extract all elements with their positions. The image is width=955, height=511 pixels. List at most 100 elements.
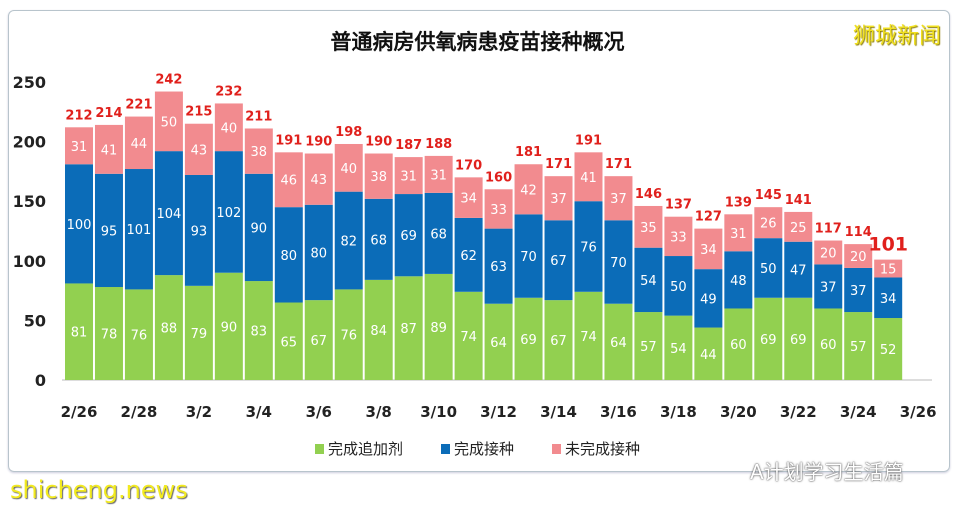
bar-segment: [484, 189, 513, 229]
bar-segment: [724, 308, 753, 380]
data-label: 34: [460, 192, 477, 207]
bar-segment: [364, 153, 393, 199]
data-label: 76: [580, 240, 597, 255]
bar-segment: [484, 303, 513, 380]
data-label: 47: [790, 264, 807, 279]
bar-segment: [664, 256, 693, 316]
bar-segment: [664, 315, 693, 380]
bar-segment: [154, 275, 183, 380]
bar-segment: [94, 124, 123, 174]
bar-segment: [544, 176, 573, 221]
data-label: 69: [790, 333, 807, 348]
total-label: 127: [695, 210, 722, 225]
bar-segment: [244, 128, 273, 174]
legend-label: 完成追加剂: [327, 440, 403, 458]
total-label: 141: [785, 193, 812, 208]
bar-segment: [844, 312, 873, 380]
data-label: 69: [520, 333, 537, 348]
data-label: 37: [850, 284, 867, 299]
data-label: 80: [310, 246, 327, 261]
data-label: 52: [880, 343, 897, 358]
data-label: 33: [670, 230, 687, 245]
bar-segment: [65, 283, 93, 380]
data-label: 74: [460, 330, 477, 345]
total-label: 139: [725, 195, 752, 210]
bar-segment: [364, 198, 393, 280]
bar-segment: [364, 279, 393, 380]
data-label: 70: [520, 250, 537, 265]
x-tick-label: 3/12: [480, 403, 517, 421]
y-tick-label: 50: [24, 311, 46, 330]
data-label: 37: [550, 192, 567, 207]
data-label: 69: [400, 229, 417, 244]
bar-segment: [154, 151, 183, 276]
total-label: 211: [245, 109, 272, 124]
legend-item-booster: 完成追加剂: [314, 438, 403, 459]
total-label: 215: [185, 105, 212, 120]
data-label: 87: [400, 322, 417, 337]
bar-segment: [844, 267, 873, 313]
data-label: 100: [67, 218, 92, 233]
data-label: 63: [490, 260, 507, 275]
data-label: 31: [71, 140, 88, 155]
total-label: 212: [65, 108, 92, 123]
y-tick-label: 100: [13, 252, 46, 271]
total-label: 181: [515, 145, 542, 160]
legend: 完成追加剂 完成接种 未完成接种: [0, 438, 955, 459]
bar-segment: [574, 152, 603, 202]
bar-segment: [544, 220, 573, 301]
bar-segment: [124, 169, 153, 290]
bar-segment: [424, 273, 453, 380]
bar-segment: [514, 164, 543, 215]
wechat-watermark: A计划学习生活篇: [750, 460, 904, 484]
data-label: 70: [610, 256, 627, 271]
bar-segment: [724, 251, 753, 309]
bar-segment: [724, 214, 753, 252]
data-label: 90: [251, 221, 268, 236]
data-label: 20: [850, 250, 867, 265]
chart-frame: [8, 10, 950, 472]
bar-segment: [334, 289, 363, 380]
x-tick-label: 3/8: [366, 403, 392, 421]
data-label: 34: [700, 243, 717, 258]
bar-segment: [514, 214, 543, 298]
bar-segment: [274, 302, 303, 380]
legend-item-completed: 完成接种: [440, 438, 514, 459]
x-tick-label: 2/26: [61, 403, 98, 421]
bar-segment: [394, 194, 423, 277]
data-label: 15: [880, 263, 897, 278]
bar-segment: [304, 204, 333, 301]
data-label: 74: [580, 330, 597, 345]
bar-segment: [244, 281, 273, 380]
data-label: 60: [730, 338, 747, 353]
data-label: 101: [127, 223, 152, 238]
data-label: 83: [251, 325, 268, 340]
x-tick-label: 3/18: [660, 403, 697, 421]
data-label: 67: [550, 254, 567, 269]
bar-segment: [664, 216, 693, 257]
bar-segment: [754, 207, 783, 239]
total-label: 198: [335, 125, 362, 140]
data-label: 60: [820, 338, 837, 353]
data-label: 54: [640, 274, 657, 289]
data-label: 76: [340, 329, 357, 344]
bar-segment: [634, 205, 663, 248]
data-label: 88: [161, 322, 178, 337]
total-label: 188: [425, 137, 452, 152]
data-label: 41: [580, 171, 597, 186]
bar-segment: [214, 103, 243, 152]
total-label: 101: [868, 234, 908, 256]
data-label: 43: [191, 143, 208, 158]
data-label: 25: [790, 221, 807, 236]
data-label: 46: [281, 174, 298, 189]
bar-segment: [274, 152, 303, 208]
data-label: 50: [161, 115, 178, 130]
data-label: 35: [640, 221, 657, 236]
bar-segment: [484, 228, 513, 304]
bar-segment: [124, 289, 153, 380]
legend-swatch: [440, 443, 450, 454]
bar-segment: [454, 217, 483, 292]
bar-segment: [304, 153, 333, 205]
